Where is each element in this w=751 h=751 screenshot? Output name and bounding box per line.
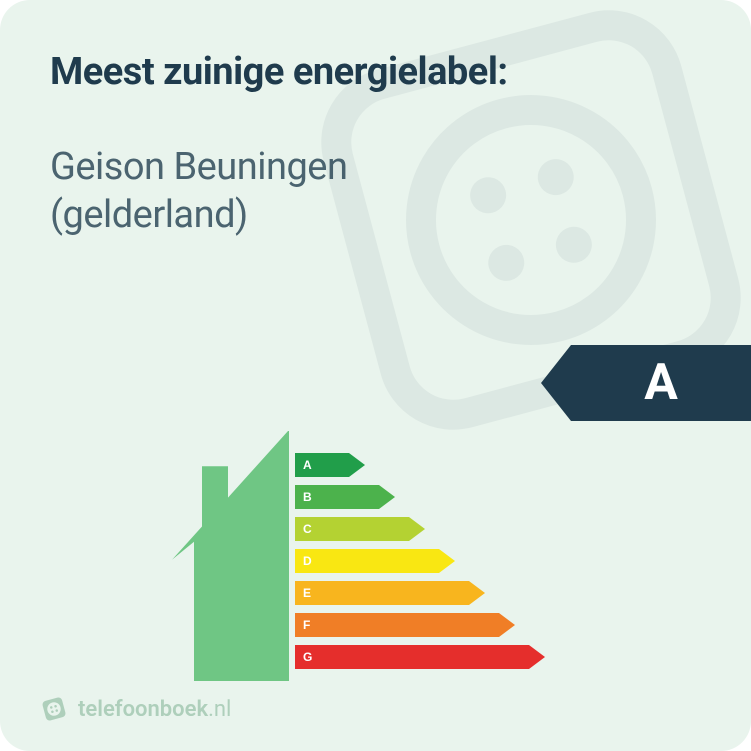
energy-bar-label-g: G	[303, 650, 312, 664]
energy-bar-label-e: E	[303, 586, 311, 600]
result-letter: A	[644, 354, 678, 412]
energy-label-card: Meest zuinige energielabel: Geison Beuni…	[0, 0, 751, 751]
energy-bars: A B C D E F G	[295, 453, 545, 669]
result-badge-arrow	[541, 345, 571, 421]
energy-bar-label-d: D	[303, 554, 312, 568]
energy-bar-e	[295, 581, 485, 605]
energy-bar-label-a: A	[303, 458, 312, 472]
card-subtitle: Geison Beuningen (gelderland)	[50, 144, 701, 239]
footer-brand: telefoonboek	[78, 697, 208, 722]
house-icon	[172, 431, 289, 681]
energy-bar-label-c: C	[303, 522, 312, 536]
result-badge: A	[541, 345, 751, 421]
energy-bar-label-b: B	[303, 490, 312, 504]
subtitle-line1: Geison Beuningen	[50, 145, 347, 189]
footer-text: telefoonboek.nl	[78, 697, 231, 722]
subtitle-line2: (gelderland)	[50, 193, 248, 237]
energy-bar-c	[295, 517, 425, 541]
footer: telefoonboek.nl	[40, 695, 231, 723]
energy-bar-f	[295, 613, 515, 637]
energy-bar-g	[295, 645, 545, 669]
result-badge-body: A	[571, 345, 751, 421]
energy-bar-d	[295, 549, 455, 573]
card-title: Meest zuinige energielabel:	[50, 50, 701, 94]
energy-label-chart: A B C D E F G	[150, 431, 570, 691]
energy-bar-label-f: F	[303, 618, 310, 632]
house-silhouette	[172, 431, 289, 681]
footer-tld: .nl	[208, 697, 231, 722]
footer-logo-icon	[40, 695, 68, 723]
